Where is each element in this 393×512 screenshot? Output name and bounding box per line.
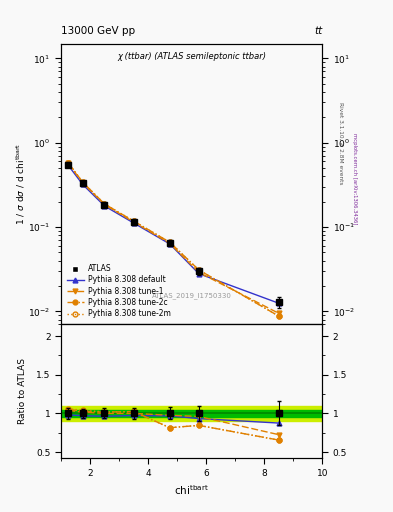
Text: mcplots.cern.ch [arXiv:1306.3436]: mcplots.cern.ch [arXiv:1306.3436] <box>352 134 357 225</box>
Text: tt: tt <box>314 26 322 36</box>
Text: χ (ttbar) (ATLAS semileptonic ttbar): χ (ttbar) (ATLAS semileptonic ttbar) <box>117 52 266 61</box>
Legend: ATLAS, Pythia 8.308 default, Pythia 8.308 tune-1, Pythia 8.308 tune-2c, Pythia 8: ATLAS, Pythia 8.308 default, Pythia 8.30… <box>65 262 173 321</box>
Text: ATLAS_2019_I1750330: ATLAS_2019_I1750330 <box>152 292 231 299</box>
Bar <box>61 410 322 417</box>
Bar <box>61 406 322 421</box>
Y-axis label: 1 / $\sigma$ d$\sigma$ / d chi$^{\mathregular{tbart}}$: 1 / $\sigma$ d$\sigma$ / d chi$^{\mathre… <box>15 143 27 225</box>
Text: Rivet 3.1.10, ≥ 2.8M events: Rivet 3.1.10, ≥ 2.8M events <box>338 102 343 185</box>
X-axis label: chi$^{\mathregular{tbart}}$: chi$^{\mathregular{tbart}}$ <box>174 483 209 497</box>
Text: 13000 GeV pp: 13000 GeV pp <box>61 26 135 36</box>
Y-axis label: Ratio to ATLAS: Ratio to ATLAS <box>18 358 27 424</box>
